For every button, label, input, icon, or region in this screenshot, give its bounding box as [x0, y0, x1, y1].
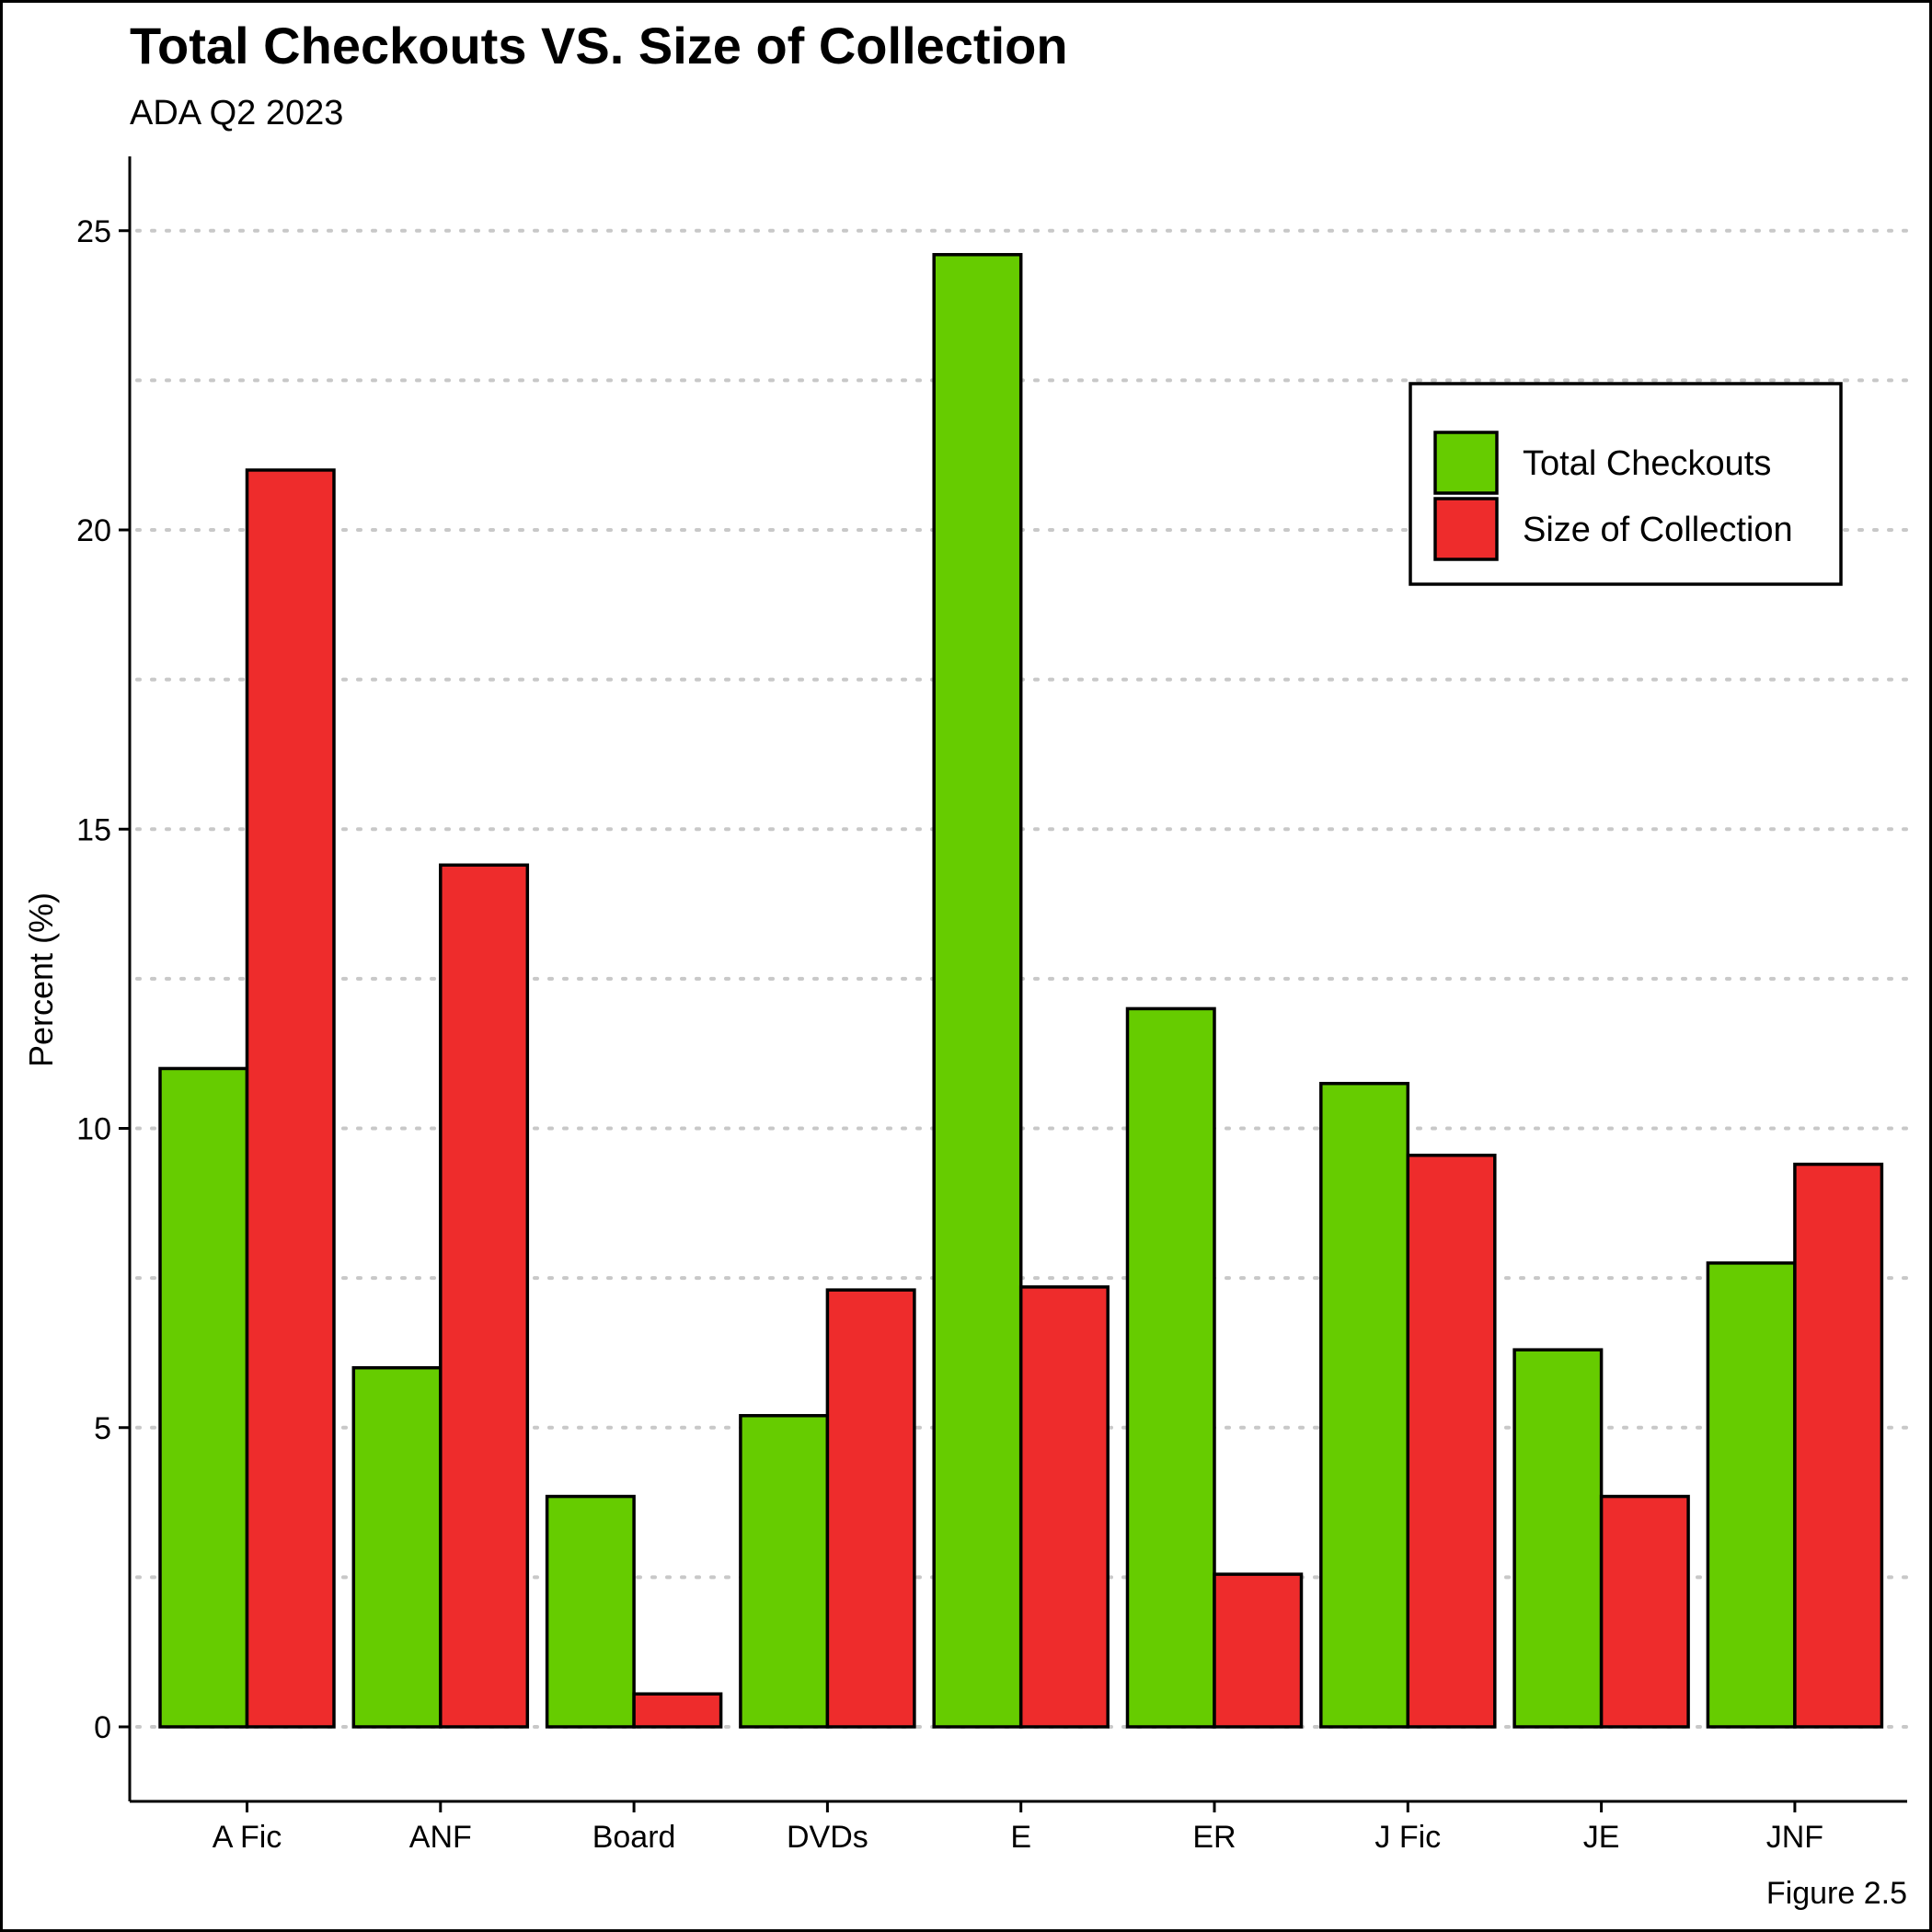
bar-total-checkouts-j-fic — [1319, 1081, 1410, 1729]
y-tick-label: 5 — [94, 1411, 111, 1446]
y-tick-label: 0 — [94, 1710, 111, 1745]
chart-svg: Total Checkouts VS. Size of Collection A… — [22, 17, 1909, 1911]
x-ticks: A Fic ANF Board DVDs E ER J Fic JE JNF — [213, 1801, 1823, 1855]
bar-size-of-collection-anf — [439, 863, 530, 1729]
legend-label-size-of-collection: Size of Collection — [1523, 511, 1793, 549]
y-tick-label: 20 — [76, 513, 111, 548]
bar-size-of-collection-er — [1213, 1572, 1304, 1729]
bar-total-checkouts-dvds — [739, 1413, 830, 1729]
bar-size-of-collection-jnf — [1793, 1162, 1884, 1729]
bar-total-checkouts-anf — [351, 1365, 443, 1729]
bar-total-checkouts-er — [1125, 1006, 1216, 1729]
legend-label-total-checkouts: Total Checkouts — [1523, 444, 1771, 483]
bar-size-of-collection-e — [1018, 1285, 1110, 1729]
x-tick-label: J Fic — [1374, 1820, 1441, 1855]
bar-total-checkouts-a-fic — [158, 1066, 249, 1729]
figure-caption: Figure 2.5 — [1766, 1876, 1907, 1911]
x-tick-label: ER — [1192, 1820, 1236, 1855]
x-tick-label: ANF — [409, 1820, 472, 1855]
y-ticks: 0 5 10 15 20 25 — [76, 214, 130, 1745]
x-tick-label: Board — [592, 1820, 676, 1855]
legend: Total Checkouts Size of Collection — [1409, 382, 1843, 586]
x-tick-label: DVDs — [787, 1820, 868, 1855]
axis-layer — [128, 156, 1907, 1803]
y-tick-label: 10 — [76, 1112, 111, 1147]
x-tick-label: JNF — [1766, 1820, 1823, 1855]
legend-swatch-total-checkouts — [1433, 431, 1499, 495]
bar-total-checkouts-je — [1512, 1348, 1604, 1729]
bar-size-of-collection-dvds — [825, 1288, 916, 1729]
y-tick-label: 25 — [76, 214, 111, 249]
x-tick-label: JE — [1583, 1820, 1620, 1855]
bar-layer — [158, 253, 1884, 1729]
x-tick-label: E — [1010, 1820, 1031, 1855]
legend-swatch-size-of-collection — [1433, 497, 1499, 561]
x-tick-label: A Fic — [213, 1820, 282, 1855]
y-axis-title: Percent (%) — [22, 892, 60, 1067]
bar-size-of-collection-board — [632, 1692, 723, 1729]
y-tick-label: 15 — [76, 812, 111, 847]
bar-size-of-collection-je — [1599, 1494, 1690, 1729]
bar-total-checkouts-board — [545, 1494, 636, 1729]
bar-size-of-collection-a-fic — [245, 468, 336, 1729]
bar-total-checkouts-e — [932, 253, 1023, 1729]
bar-size-of-collection-j-fic — [1406, 1154, 1497, 1729]
chart-subtitle: ADA Q2 2023 — [130, 94, 343, 132]
chart-title: Total Checkouts VS. Size of Collection — [130, 17, 1068, 75]
bar-total-checkouts-jnf — [1706, 1261, 1797, 1729]
